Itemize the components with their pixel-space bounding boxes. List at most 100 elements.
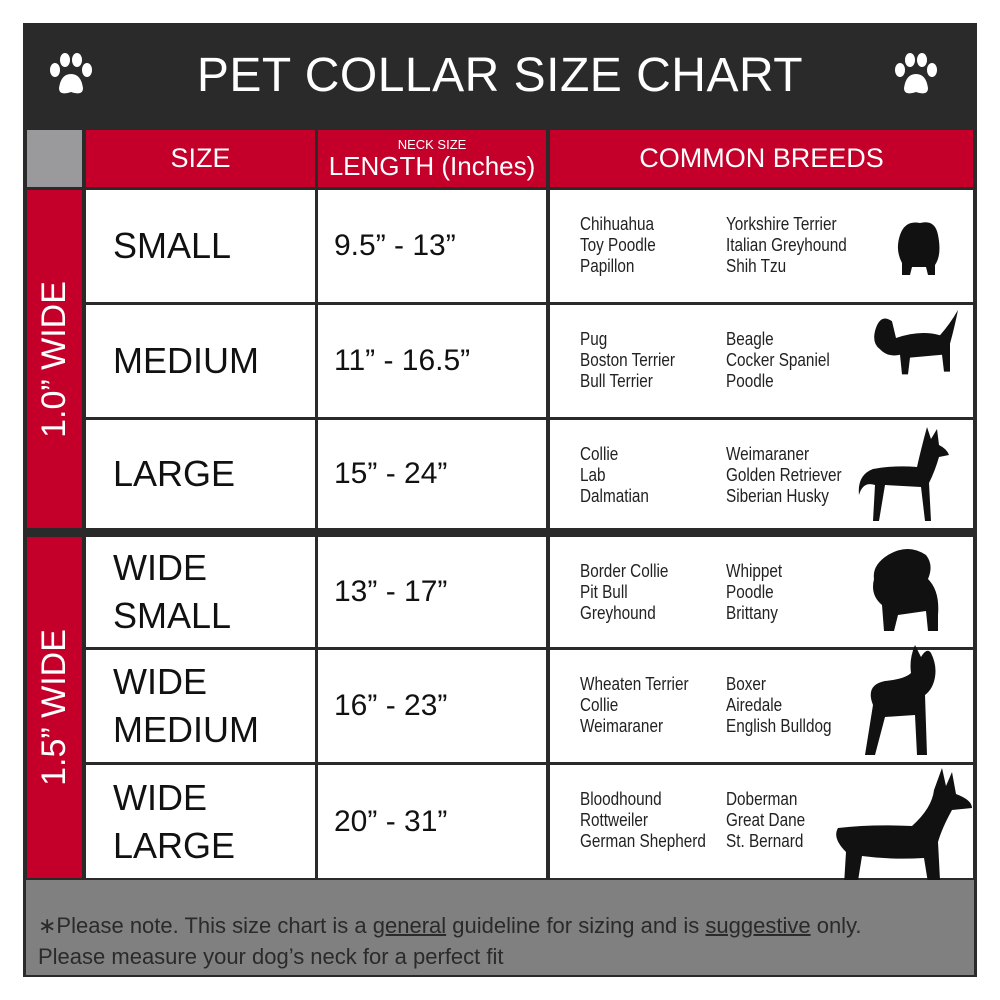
breeds-list-b: Beagle Cocker Spaniel Poodle [726, 329, 830, 392]
breed-name: Shih Tzu [726, 256, 787, 276]
size-label: WIDE SMALL [113, 547, 232, 636]
header-breeds: COMMON BREEDS [550, 130, 973, 187]
breed-name: Boston Terrier [580, 350, 675, 370]
group-band-2: 1.5” WIDE [27, 537, 82, 878]
breeds-list-a: Border Collie Pit Bull Greyhound [580, 561, 668, 624]
breed-name: Collie [580, 695, 619, 715]
length-value: 9.5” - 13” [334, 229, 456, 262]
size-label: WIDE LARGE [113, 776, 236, 866]
breed-name: Doberman [726, 789, 798, 809]
header-length: NECK SIZE LENGTH (Inches) [318, 130, 546, 187]
breed-name: English Bulldog [726, 716, 832, 736]
breeds-list-b: Boxer Airedale English Bulldog [726, 674, 831, 737]
breed-name: Toy Poodle [580, 235, 656, 255]
breed-name: Siberian Husky [726, 486, 829, 506]
header-breeds-label: COMMON BREEDS [639, 143, 884, 173]
breed-name: Beagle [726, 329, 774, 349]
breed-name: Italian Greyhound [726, 235, 847, 255]
large-dog-silhouette-icon [858, 427, 949, 521]
breed-name: St. Bernard [726, 831, 804, 851]
size-label: LARGE [113, 453, 236, 494]
breed-name: Chihuahua [580, 214, 655, 234]
footer-underlined: suggestive [705, 913, 811, 938]
breeds-list-a: Chihuahua Toy Poodle Papillon [580, 214, 656, 277]
chart-title: PET COLLAR SIZE CHART [196, 48, 804, 102]
footer-line-1: ∗Please note. This size chart is a gener… [38, 910, 974, 941]
breed-name: Airedale [726, 695, 783, 715]
size-cell: WIDE SMALL [86, 537, 315, 647]
bulldog-silhouette-icon [873, 549, 939, 631]
size-cell: WIDE MEDIUM [86, 650, 315, 762]
breeds-list-b: Doberman Great Dane St. Bernard [726, 789, 805, 852]
footer-text: only. [810, 913, 862, 938]
breed-name: Golden Retriever [726, 465, 842, 485]
length-value: 15” - 24” [334, 457, 448, 490]
breeds-list-b: Weimaraner Golden Retriever Siberian Husky [726, 444, 842, 507]
size-label: MEDIUM [113, 340, 259, 381]
breeds-list-a: Wheaten Terrier Collie Weimaraner [580, 674, 689, 737]
breed-name: Bloodhound [580, 789, 662, 809]
breed-name: Border Collie [580, 561, 669, 581]
length-value: 11” - 16.5” [334, 344, 471, 377]
breed-name: Weimaraner [726, 444, 810, 464]
breed-name: Rottweiler [580, 810, 649, 830]
length-cell: 9.5” - 13” [318, 190, 546, 302]
breed-name: Poodle [726, 371, 774, 391]
breed-name: Bull Terrier [580, 371, 653, 391]
breed-name: German Shepherd [580, 831, 706, 851]
breed-name: Weimaraner [580, 716, 664, 736]
footer-note: ∗Please note. This size chart is a gener… [26, 880, 974, 975]
medium-dog-silhouette-icon [874, 310, 958, 375]
breed-name: Greyhound [580, 603, 656, 623]
group-band-1: 1.0” WIDE [27, 190, 82, 528]
footer-underlined: general [372, 913, 447, 938]
corner-cell [27, 130, 82, 187]
breed-name: Yorkshire Terrier [726, 214, 837, 234]
size-label: WIDE MEDIUM [113, 661, 259, 750]
breed-name: Collie [580, 444, 619, 464]
size-cell: MEDIUM [86, 305, 315, 417]
breeds-list-a: Collie Lab Dalmatian [580, 444, 649, 507]
breeds-list-a: Pug Boston Terrier Bull Terrier [580, 329, 675, 392]
breed-name: Pit Bull [580, 582, 628, 602]
footer-text: ∗Please note. This size chart is a [38, 913, 373, 938]
length-value: 13” - 17” [334, 575, 448, 608]
paw-icon [50, 53, 92, 94]
breed-name: Cocker Spaniel [726, 350, 830, 370]
breeds-list-b: Whippet Poodle Brittany [726, 561, 782, 624]
paw-icon [895, 53, 937, 94]
size-cell: SMALL [86, 190, 315, 302]
pitbull-silhouette-icon [865, 645, 936, 755]
size-cell: LARGE [86, 420, 315, 528]
length-cell: 13” - 17” [318, 537, 546, 647]
breed-name: Lab [580, 465, 606, 485]
size-cell: WIDE LARGE [86, 765, 315, 878]
length-cell: 15” - 24” [318, 420, 546, 528]
header-neck-size-label: NECK SIZE [397, 136, 467, 152]
breed-name: Brittany [726, 603, 778, 623]
footer-text: guideline for sizing and is [446, 913, 706, 938]
breed-name: Whippet [726, 561, 783, 581]
length-cell: 11” - 16.5” [318, 305, 546, 417]
small-dog-silhouette-icon [897, 222, 940, 275]
breed-name: Wheaten Terrier [580, 674, 689, 694]
breeds-list-b: Yorkshire Terrier Italian Greyhound Shih T… [726, 214, 847, 277]
length-value: 20” - 31” [334, 804, 448, 838]
header-size-label: SIZE [170, 143, 231, 173]
breed-name: Pug [580, 329, 608, 349]
length-cell: 20” - 31” [318, 765, 546, 878]
group-label: 1.5” WIDE [35, 629, 73, 786]
breeds-cell [550, 765, 973, 878]
breed-name: Great Dane [726, 810, 806, 830]
footer-line-2: Please measure your dog’s neck for a per… [38, 944, 504, 969]
length-cell: 16” - 23” [318, 650, 546, 762]
length-value: 16” - 23” [334, 689, 448, 722]
breed-name: Boxer [726, 674, 766, 694]
breed-name: Dalmatian [580, 486, 649, 506]
breed-name: Poodle [726, 582, 774, 602]
header-length-label: LENGTH (Inches) [328, 150, 536, 181]
breed-name: Papillon [580, 256, 635, 276]
breeds-list-a: Bloodhound Rottweiler German Shepherd [580, 789, 706, 852]
size-label: SMALL [113, 225, 232, 266]
group-label: 1.0” WIDE [35, 280, 73, 438]
